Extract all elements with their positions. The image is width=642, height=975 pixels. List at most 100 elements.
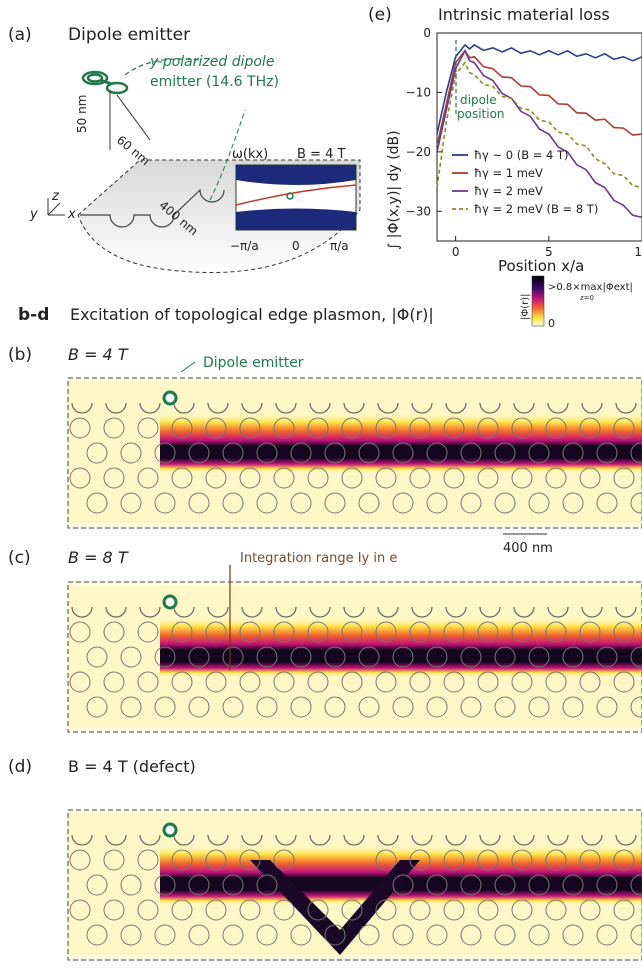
legend-label-2: ħγ = 2 meV [474, 184, 543, 198]
panel-e: (e) Intrinsic material loss 0 −10 −20 −30 0… [368, 5, 642, 275]
colorbar [531, 275, 545, 327]
lattice-hole [154, 646, 176, 668]
lattice-hole [613, 849, 635, 871]
lattice-hole [613, 467, 635, 489]
lattice-hole [630, 874, 642, 896]
dipole-annotation-2: position [457, 107, 505, 121]
lattice-hole [443, 621, 465, 643]
edge-notch [105, 402, 127, 414]
lattice-hole [528, 924, 550, 946]
lattice-hole [69, 417, 91, 439]
lattice-hole [460, 924, 482, 946]
panel-b-dipole-label: Dipole emitter [203, 355, 304, 371]
lattice-hole [613, 899, 635, 921]
panel-d-label: (d) [8, 757, 32, 777]
lattice-hole [630, 442, 642, 464]
lattice-hole [511, 417, 533, 439]
lattice-hole [494, 874, 516, 896]
edge-notch [275, 606, 297, 618]
edge-notch [513, 402, 535, 414]
lattice-hole [205, 849, 227, 871]
lattice-hole [477, 849, 499, 871]
chart-series-line-2 [436, 48, 642, 218]
lattice-hole [222, 874, 244, 896]
lattice-hole [324, 924, 346, 946]
lattice-hole [562, 874, 584, 896]
edge-notch [615, 834, 637, 846]
edge-notch [547, 402, 569, 414]
lattice-hole [579, 417, 601, 439]
lattice-hole [324, 696, 346, 718]
lattice-hole [494, 924, 516, 946]
lattice-hole [256, 646, 278, 668]
colorbar-top-label: >0.8×max|Φext| [548, 282, 633, 293]
lattice-hole [341, 467, 363, 489]
lattice-hole [290, 646, 312, 668]
lattice-hole [188, 874, 210, 896]
edge-notch [309, 402, 331, 414]
dispersion-inset [235, 164, 357, 231]
edge-notch [513, 834, 535, 846]
lattice-hole [562, 696, 584, 718]
lattice-hole [137, 467, 159, 489]
lattice-hole [528, 696, 550, 718]
lattice-hole [137, 417, 159, 439]
lattice-hole [392, 442, 414, 464]
axis-y-label: y [29, 207, 38, 222]
lattice-hole [137, 621, 159, 643]
dipole-emitter-icon [81, 70, 129, 95]
lattice-hole [171, 467, 193, 489]
legend-label-0: ħγ ~ 0 (B = 4 T) [474, 148, 569, 162]
lattice-hole [69, 467, 91, 489]
dipole-emitter-marker [162, 390, 178, 406]
dim-60-label: 60 nm [114, 133, 152, 168]
chart-frame [436, 32, 642, 242]
lattice-hole [307, 899, 329, 921]
axis-triad [47, 202, 61, 216]
lattice-hole [443, 467, 465, 489]
edge-notch [377, 606, 399, 618]
lattice-hole [341, 417, 363, 439]
lattice-hole [545, 467, 567, 489]
panel-a-title: Dipole emitter [68, 25, 190, 45]
lattice-hole [596, 442, 618, 464]
lattice-hole [630, 924, 642, 946]
lattice-hole [596, 492, 618, 514]
lattice-hole [154, 696, 176, 718]
lattice-hole [103, 849, 125, 871]
lattice-hole [494, 492, 516, 514]
lattice-hole [256, 492, 278, 514]
lattice-hole [596, 646, 618, 668]
lattice-hole [562, 442, 584, 464]
colorbar-bottom-label: 0 [548, 317, 555, 330]
lattice-hole [256, 924, 278, 946]
lattice-hole [579, 671, 601, 693]
inset-tick-2: π/a [330, 239, 349, 253]
section-bd-label: b-d [18, 305, 49, 325]
panel-e-label: (e) [368, 5, 392, 25]
edge-notch [377, 834, 399, 846]
lattice-hole [528, 442, 550, 464]
lattice-hole [426, 646, 448, 668]
edge-notch [105, 606, 127, 618]
chart-ytick-label: 0 [423, 26, 431, 40]
lattice-hole [239, 467, 261, 489]
field-border [67, 581, 642, 733]
dipole-callout-b [180, 361, 196, 373]
lattice-hole [511, 849, 533, 871]
field-border [67, 809, 642, 961]
lattice-hole [154, 924, 176, 946]
lattice-hole [596, 696, 618, 718]
integration-range-label: Integration range Iy in e [240, 551, 397, 566]
field-map-b [67, 377, 642, 529]
edge-notch [275, 402, 297, 414]
lattice-hole [426, 492, 448, 514]
lattice-hole [120, 874, 142, 896]
lattice-hole [443, 417, 465, 439]
edge-notch [139, 402, 161, 414]
lattice-hole [307, 467, 329, 489]
dipole-callout-line [124, 58, 201, 76]
lattice-hole [120, 492, 142, 514]
lattice-hole [409, 621, 431, 643]
